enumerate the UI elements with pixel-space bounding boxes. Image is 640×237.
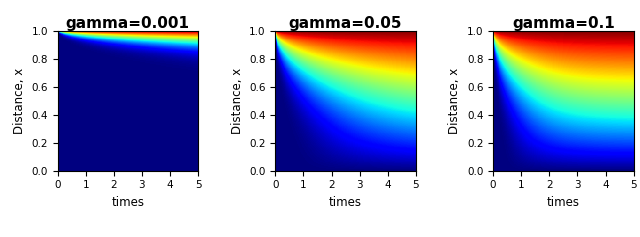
Y-axis label: Distance, x: Distance, x <box>13 68 26 134</box>
X-axis label: times: times <box>547 196 580 209</box>
Title: gamma=0.05: gamma=0.05 <box>289 16 403 31</box>
Y-axis label: Distance, x: Distance, x <box>230 68 244 134</box>
X-axis label: times: times <box>329 196 362 209</box>
Y-axis label: Distance, x: Distance, x <box>449 68 461 134</box>
Title: gamma=0.1: gamma=0.1 <box>512 16 615 31</box>
Title: gamma=0.001: gamma=0.001 <box>66 16 190 31</box>
X-axis label: times: times <box>111 196 145 209</box>
